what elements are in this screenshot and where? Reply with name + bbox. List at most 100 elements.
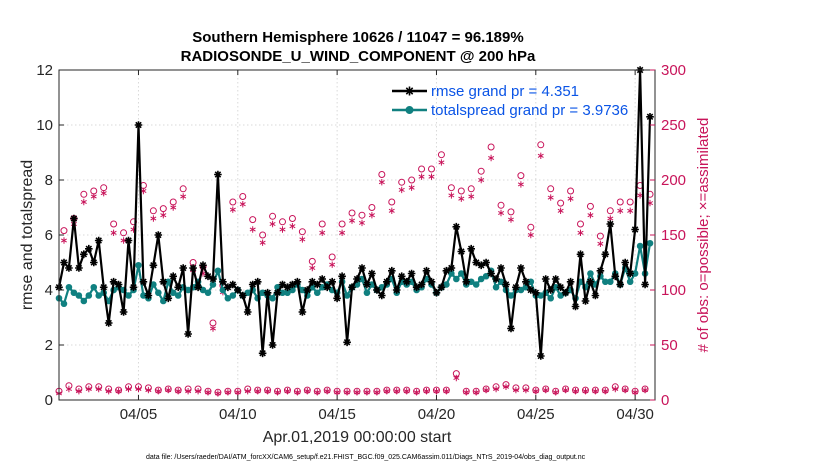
rmse-point-54 bbox=[323, 283, 331, 292]
obs-assimilated-point-16 bbox=[135, 385, 142, 393]
rmse-point-23 bbox=[169, 272, 177, 281]
obs-assimilated-point-86 bbox=[483, 386, 490, 394]
obs-assimilated-point-110 bbox=[602, 388, 609, 395]
rmse-point-44 bbox=[273, 288, 282, 297]
rmse-point-81 bbox=[457, 247, 466, 256]
rmse-point-9 bbox=[99, 283, 108, 292]
totalspread-point-62 bbox=[363, 289, 371, 297]
legend: rmse grand pr = 4.351 totalspread grand … bbox=[392, 83, 628, 119]
obs-assimilated-point-107 bbox=[587, 212, 594, 219]
rmse-point-88 bbox=[492, 275, 500, 283]
obs-assimilated-point-92 bbox=[512, 386, 519, 394]
totalspread-point-16 bbox=[135, 261, 142, 269]
obs-possible-point-99 bbox=[547, 185, 555, 193]
obs-assimilated-point-82 bbox=[463, 389, 470, 396]
obs-assimilated-point-68 bbox=[393, 388, 400, 395]
y2-tick-label-5: 250 bbox=[661, 117, 686, 134]
obs-possible-point-55 bbox=[328, 253, 336, 261]
totalspread-point-78 bbox=[443, 281, 450, 288]
rmse-point-87 bbox=[487, 269, 495, 278]
rmse-point-116 bbox=[631, 225, 639, 234]
obs-possible-point-103 bbox=[567, 187, 575, 195]
totalspread-point-91 bbox=[507, 292, 515, 299]
rmse-point-75 bbox=[427, 277, 436, 286]
obs-assimilated-point-46 bbox=[284, 388, 291, 395]
x-axis-label: Apr.01,2019 00:00:00 start bbox=[263, 429, 452, 446]
rmse-point-62 bbox=[363, 280, 371, 289]
obs-possible-point-87 bbox=[487, 143, 495, 151]
totalspread-point-111 bbox=[607, 278, 614, 286]
obs-assimilated-point-108 bbox=[592, 388, 599, 395]
totalspread-point-99 bbox=[547, 294, 555, 302]
rmse-point-110 bbox=[601, 250, 610, 259]
obs-possible-point-79 bbox=[447, 184, 455, 192]
rmse-point-2 bbox=[65, 264, 73, 272]
rmse-point-45 bbox=[278, 280, 287, 289]
obs-assimilated-point-30 bbox=[204, 389, 212, 396]
obs-possible-point-91 bbox=[507, 208, 515, 216]
obs-assimilated-point-23 bbox=[170, 204, 177, 211]
rmse-point-39 bbox=[248, 280, 257, 289]
obs-assimilated-point-32 bbox=[214, 390, 221, 397]
obs-assimilated-point-64 bbox=[373, 389, 380, 396]
obs-assimilated-point-65 bbox=[378, 179, 385, 186]
obs-possible-point-5 bbox=[80, 190, 88, 198]
rmse-point-96 bbox=[532, 288, 540, 297]
rmse-point-5 bbox=[80, 250, 88, 259]
obs-assimilated-point-73 bbox=[418, 173, 425, 180]
rmse-point-29 bbox=[199, 261, 207, 270]
obs-assimilated-point-58 bbox=[344, 389, 351, 396]
obs-assimilated-point-52 bbox=[314, 389, 321, 396]
rmse-point-31 bbox=[209, 275, 217, 283]
obs-assimilated-point-75 bbox=[428, 173, 435, 180]
obs-assimilated-point-42 bbox=[264, 388, 271, 395]
y-tick-label-5: 10 bbox=[36, 117, 53, 134]
obs-possible-point-107 bbox=[586, 202, 594, 210]
obs-assimilated-point-21 bbox=[160, 212, 167, 219]
rmse-point-115 bbox=[626, 269, 634, 278]
rmse-point-95 bbox=[527, 286, 535, 294]
rmse-point-82 bbox=[462, 277, 471, 286]
obs-assimilated-point-83 bbox=[468, 193, 475, 200]
rmse-point-97 bbox=[537, 352, 545, 360]
obs-assimilated-point-60 bbox=[353, 389, 361, 396]
rmse-point-91 bbox=[507, 324, 515, 333]
rmse-point-59 bbox=[348, 283, 356, 292]
chart-subtitle: RADIOSONDE_U_WIND_COMPONENT @ 200 hPa bbox=[181, 48, 536, 65]
obs-assimilated-point-90 bbox=[502, 383, 510, 390]
obs-assimilated-point-88 bbox=[493, 385, 500, 393]
obs-assimilated-point-55 bbox=[329, 261, 336, 268]
obs-assimilated-point-2 bbox=[65, 385, 72, 393]
y2-tick-label-1: 50 bbox=[661, 337, 678, 354]
rmse-point-1 bbox=[60, 258, 68, 267]
obs-assimilated-point-61 bbox=[358, 219, 365, 227]
obs-possible-point-69 bbox=[398, 178, 406, 186]
rmse-point-14 bbox=[124, 236, 133, 245]
totalspread-point-88 bbox=[492, 283, 500, 291]
totalspread-point-4 bbox=[75, 292, 83, 299]
obs-assimilated-point-71 bbox=[408, 184, 415, 191]
rmse-point-33 bbox=[219, 277, 227, 286]
totalspread-point-3 bbox=[70, 289, 78, 297]
y-axis-ticks: 0 2 4 6 8 10 12 bbox=[36, 62, 64, 409]
rmse-point-43 bbox=[268, 341, 277, 349]
obs-assimilated-point-24 bbox=[175, 388, 182, 395]
rmse-point-32 bbox=[214, 170, 222, 179]
y-tick-label-4: 8 bbox=[45, 172, 53, 189]
chart-title: Southern Hemisphere 10626 / 11047 = 96.1… bbox=[192, 29, 523, 46]
rmse-point-84 bbox=[472, 258, 480, 267]
obs-assimilated-point-77 bbox=[438, 159, 445, 166]
rmse-point-36 bbox=[234, 286, 242, 294]
rmse-point-37 bbox=[239, 291, 247, 300]
rmse-point-15 bbox=[129, 283, 138, 292]
obs-assimilated-point-31 bbox=[209, 325, 216, 332]
rmse-point-11 bbox=[109, 277, 118, 286]
rmse-point-18 bbox=[144, 291, 153, 300]
obs-possible-point-115 bbox=[626, 198, 634, 206]
rmse-point-6 bbox=[85, 244, 93, 253]
rmse-point-79 bbox=[447, 264, 456, 272]
obs-possible-point-93 bbox=[517, 172, 525, 180]
obs-possible-point-57 bbox=[338, 220, 346, 228]
y-tick-label-6: 12 bbox=[36, 62, 53, 79]
rmse-point-46 bbox=[283, 283, 292, 292]
